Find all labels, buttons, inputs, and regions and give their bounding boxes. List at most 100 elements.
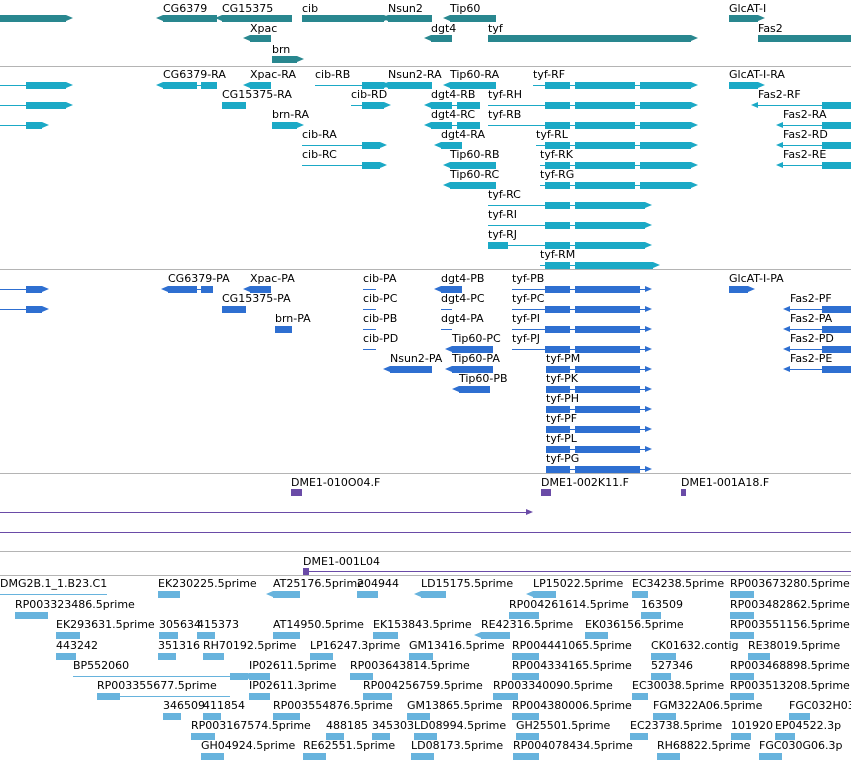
feature-exon	[657, 753, 680, 760]
strand-forward-arrow-icon	[645, 366, 652, 372]
feature-exon	[575, 426, 640, 433]
feature-label: dgt4	[431, 22, 457, 35]
feature-exon	[651, 673, 671, 680]
feature-label: brn	[272, 43, 291, 56]
feature-exon	[575, 346, 640, 353]
feature-label: tyf-PL	[546, 432, 577, 445]
feature-exon	[545, 122, 570, 129]
strand-forward-arrow-icon	[691, 142, 698, 148]
feature-exon	[373, 632, 398, 639]
feature-label: CG6379-RA	[163, 68, 226, 81]
strand-reverse-arrow-icon	[443, 15, 450, 21]
feature-label: Xpac-PA	[250, 272, 295, 285]
feature-label: Nsun2-RA	[388, 68, 442, 81]
feature-label: CG6379	[163, 2, 208, 15]
feature-backbone	[790, 369, 851, 370]
feature-label: Fas2-PA	[790, 312, 833, 325]
feature-backbone	[790, 309, 851, 310]
feature-label: tyf-RK	[540, 148, 573, 161]
feature-exon	[450, 182, 496, 189]
feature-label: RH68822.5prime	[657, 739, 751, 752]
feature-label: 488185	[326, 719, 368, 732]
feature-backbone	[0, 594, 107, 595]
feature-exon	[640, 102, 691, 109]
feature-backbone	[363, 329, 376, 330]
feature-exon	[273, 632, 300, 639]
feature-backbone	[783, 125, 851, 126]
feature-exon	[158, 591, 180, 598]
strand-reverse-arrow-icon	[776, 122, 783, 128]
feature-exon	[459, 386, 490, 393]
strand-reverse-arrow-icon	[156, 82, 163, 88]
feature-exon	[575, 242, 645, 249]
feature-label: cib-RB	[315, 68, 351, 81]
feature-label: RE38019.5prime	[748, 639, 841, 652]
feature-label: cib-RD	[351, 88, 388, 101]
feature-label: tyf-RF	[533, 68, 566, 81]
strand-forward-arrow-icon	[645, 326, 652, 332]
feature-exon	[822, 102, 851, 109]
feature-exon	[822, 142, 851, 149]
feature-exon	[729, 286, 748, 293]
feature-exon	[545, 262, 570, 269]
feature-label: Xpac-RA	[250, 68, 296, 81]
feature-label: cib-PD	[363, 332, 399, 345]
feature-exon	[575, 366, 640, 373]
feature-exon	[681, 489, 686, 496]
feature-label: 411854	[203, 699, 245, 712]
strand-forward-arrow-icon	[645, 466, 652, 472]
feature-exon	[363, 693, 392, 700]
feature-label: GM13416.5prime	[409, 639, 505, 652]
feature-exon	[452, 346, 493, 353]
feature-exon	[163, 82, 197, 89]
feature-label: tyf-PM	[546, 352, 581, 365]
feature-label: DME1-010O04.F	[291, 476, 381, 489]
feature-exon	[450, 15, 496, 22]
clone-track-2: DME1-001L04	[0, 552, 851, 575]
cdna-track: CG6379-RA Xpac-RA cib-RB Nsun2-RA Tip60-RA ty…	[0, 68, 851, 269]
feature-exon	[575, 122, 635, 129]
strand-reverse-arrow-icon	[424, 122, 431, 128]
feature-exon	[513, 753, 539, 760]
feature-label: RP003482862.5prime	[730, 598, 850, 611]
feature-exon	[163, 15, 217, 22]
feature-label: Fas2-PD	[790, 332, 834, 345]
feature-exon	[414, 733, 437, 740]
feature-exon	[197, 632, 215, 639]
feature-exon	[481, 632, 510, 639]
feature-exon	[372, 733, 390, 740]
feature-label: RP004334165.5prime	[512, 659, 632, 672]
feature-label: GM13865.5prime	[407, 699, 503, 712]
feature-exon	[249, 673, 270, 680]
feature-label: Fas2-RF	[758, 88, 801, 101]
feature-exon	[516, 733, 539, 740]
feature-exon	[575, 142, 635, 149]
feature-label: RP004078434.5prime	[513, 739, 633, 752]
strand-forward-arrow-icon	[66, 82, 73, 88]
feature-exon	[56, 653, 76, 660]
strand-forward-arrow-icon	[758, 15, 765, 21]
feature-exon	[409, 653, 433, 660]
feature-exon	[546, 386, 570, 393]
strand-reverse-arrow-icon	[434, 142, 441, 148]
feature-label: EK230225.5prime	[158, 577, 257, 590]
feature-label: Fas2-PF	[790, 292, 832, 305]
strand-reverse-arrow-icon	[381, 82, 388, 88]
strand-forward-arrow-icon	[645, 406, 652, 412]
feature-label: RP003554876.5prime	[273, 699, 393, 712]
feature-exon	[431, 122, 452, 129]
strand-forward-arrow-icon	[42, 286, 49, 292]
feature-exon	[758, 35, 851, 42]
feature-label: CG15375-PA	[222, 292, 291, 305]
feature-exon	[546, 466, 570, 473]
feature-label: GlcAT-I-PA	[729, 272, 784, 285]
feature-backbone	[97, 696, 230, 697]
feature-label: RE62551.5prime	[303, 739, 396, 752]
strand-reverse-arrow-icon	[443, 182, 450, 188]
strand-forward-arrow-icon	[691, 162, 698, 168]
feature-exon	[533, 591, 556, 598]
feature-label: IP02611.3prime	[249, 679, 337, 692]
feature-exon	[640, 82, 691, 89]
feature-label: Tip60-RA	[450, 68, 500, 81]
feature-exon	[630, 733, 648, 740]
